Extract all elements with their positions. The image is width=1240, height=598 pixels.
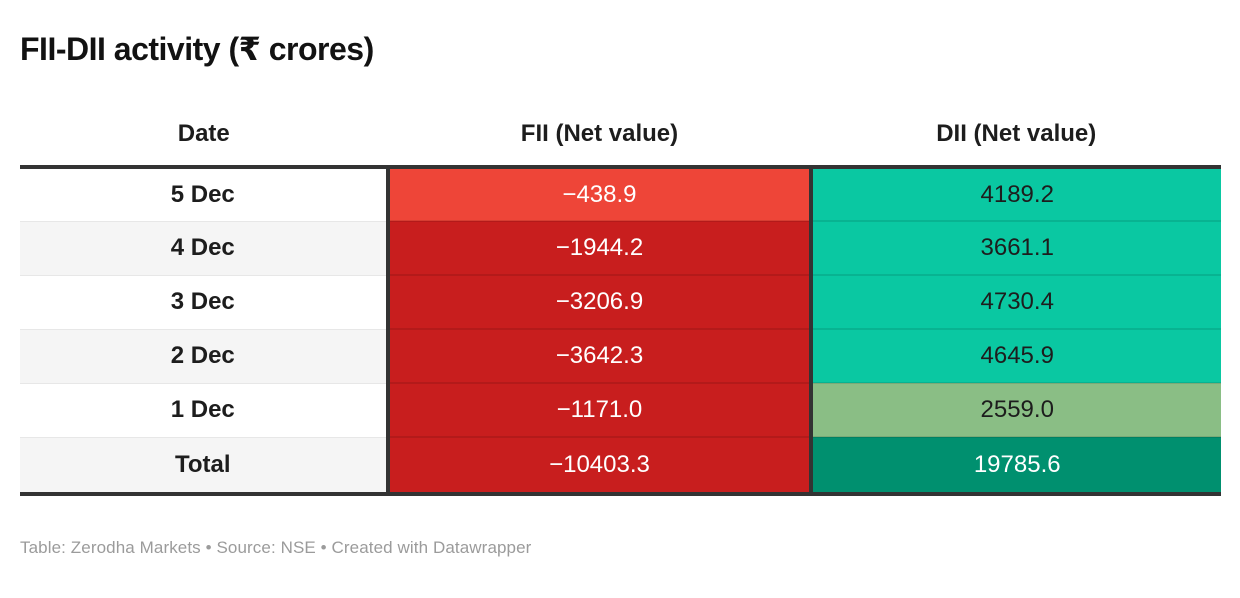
- column-header-dii: DII (Net value): [811, 102, 1221, 170]
- cell-fii-value: −10403.3: [385, 436, 812, 497]
- fii-dii-table: Date FII (Net value) DII (Net value) 5 D…: [20, 102, 1221, 497]
- column-header-date: Date: [20, 102, 388, 170]
- cell-dii-value: 19785.6: [809, 436, 1221, 497]
- attribution-footer: Table: Zerodha Markets • Source: NSE • C…: [20, 538, 532, 558]
- column-header-fii: FII (Net value): [387, 102, 812, 170]
- cell-fii-value: −3642.3: [385, 328, 812, 384]
- page-title: FII-DII activity (₹ crores): [20, 31, 374, 67]
- cell-date: 5 Dec: [20, 167, 388, 222]
- cell-fii-value: −1171.0: [385, 382, 812, 438]
- cell-date: 3 Dec: [20, 274, 388, 330]
- table-row: 5 Dec −438.9 4189.2: [20, 167, 1221, 222]
- page-container: FII-DII activity (₹ crores) Date FII (Ne…: [20, 31, 1221, 558]
- cell-dii-value: 4189.2: [809, 167, 1221, 222]
- table-row: 3 Dec −3206.9 4730.4: [20, 274, 1221, 330]
- cell-date: 2 Dec: [20, 328, 388, 384]
- cell-date: 1 Dec: [20, 382, 388, 438]
- table-row: 1 Dec −1171.0 2559.0: [20, 382, 1221, 438]
- cell-dii-value: 4645.9: [809, 328, 1221, 384]
- table-row-total: Total −10403.3 19785.6: [20, 436, 1221, 497]
- cell-dii-value: 2559.0: [809, 382, 1221, 438]
- cell-fii-value: −438.9: [385, 167, 812, 222]
- table-header: Date FII (Net value) DII (Net value): [20, 102, 1221, 170]
- cell-dii-value: 4730.4: [809, 274, 1221, 330]
- cell-fii-value: −3206.9: [385, 274, 812, 330]
- table-row: 4 Dec −1944.2 3661.1: [20, 220, 1221, 276]
- cell-fii-value: −1944.2: [385, 220, 812, 276]
- table-header-row: Date FII (Net value) DII (Net value): [20, 102, 1221, 170]
- table-body: 5 Dec −438.9 4189.2 4 Dec −1944.2 3661.1 3 Dec…: [20, 167, 1221, 497]
- cell-date: Total: [20, 436, 388, 497]
- table-row: 2 Dec −3642.3 4645.9: [20, 328, 1221, 384]
- cell-date: 4 Dec: [20, 220, 388, 276]
- cell-dii-value: 3661.1: [809, 220, 1221, 276]
